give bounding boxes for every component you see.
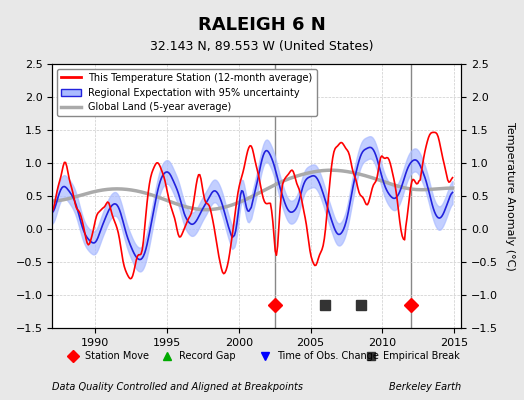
Text: 32.143 N, 89.553 W (United States): 32.143 N, 89.553 W (United States) (150, 40, 374, 53)
Text: Record Gap: Record Gap (179, 351, 236, 361)
Y-axis label: Temperature Anomaly (°C): Temperature Anomaly (°C) (505, 122, 515, 270)
Legend: This Temperature Station (12-month average), Regional Expectation with 95% uncer: This Temperature Station (12-month avera… (57, 69, 316, 116)
Text: Berkeley Earth: Berkeley Earth (389, 382, 461, 392)
Text: Empirical Break: Empirical Break (384, 351, 460, 361)
Text: RALEIGH 6 N: RALEIGH 6 N (198, 16, 326, 34)
Text: Data Quality Controlled and Aligned at Breakpoints: Data Quality Controlled and Aligned at B… (52, 382, 303, 392)
Text: Station Move: Station Move (85, 351, 149, 361)
Text: Time of Obs. Change: Time of Obs. Change (277, 351, 379, 361)
